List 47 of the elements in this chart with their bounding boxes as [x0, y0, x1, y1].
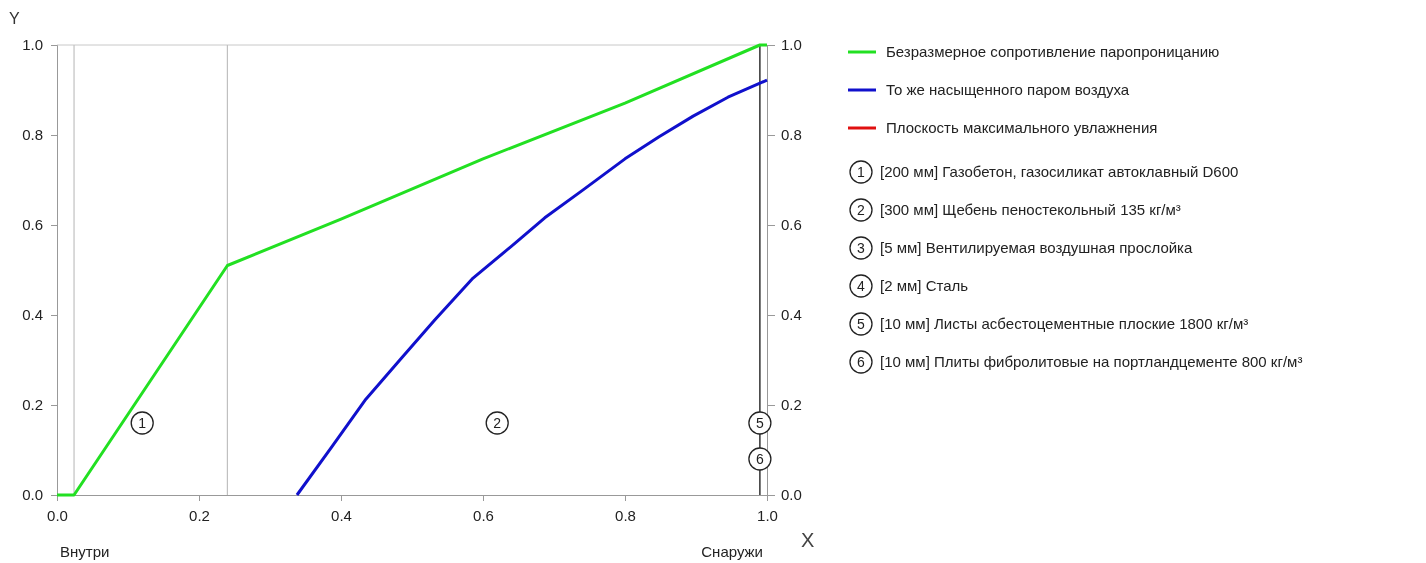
text: [5 мм] Вентилируемая воздушная прослойка: [880, 239, 1194, 256]
layer-number-marker: 4: [849, 274, 873, 298]
text: [2 мм] Сталь: [880, 277, 969, 294]
x-tick-label: 0.8: [615, 506, 636, 524]
text: [300 мм] Щебень пеностекольный 135 кг/м³: [880, 201, 1181, 218]
layer-number-marker: 1: [130, 411, 154, 435]
y2-tick-label: 0.0: [781, 486, 802, 504]
text: [200 мм] Газобетон, газосиликат автоклавный D600: [880, 163, 1239, 180]
x-tick-label: 0.6: [473, 506, 494, 524]
annotation: 6: [756, 451, 764, 467]
legend-label: То же насыщенного паром воздуха: [886, 81, 1130, 98]
layer-number-marker: 6: [849, 350, 873, 374]
text: Снаружи: [701, 543, 763, 560]
y-tick-label: 0.2: [22, 396, 43, 414]
text: [10 мм] Плиты фибролитовые на портландцементе 800 кг/м³: [880, 353, 1303, 370]
legend-label: Безразмерное сопротивление паропроницанию: [886, 43, 1220, 60]
text: Внутри: [60, 543, 110, 560]
y-axis-title: Y: [9, 10, 20, 27]
layer-number-marker: 6: [748, 447, 772, 471]
y2-tick-label: 1.0: [781, 36, 802, 54]
annotation: 1: [138, 415, 147, 431]
y2-tick-label: 0.4: [781, 306, 802, 324]
layer-number-marker: 5: [748, 411, 772, 435]
y-tick-label: 0.8: [22, 126, 43, 144]
y-tick-label: 1.0: [22, 36, 43, 54]
legend-label: Плоскость максимального увлажнения: [886, 119, 1158, 136]
text: [10 мм] Листы асбестоцементные плоские 1800 кг/м³: [880, 315, 1249, 332]
y2-tick-label: 0.2: [781, 396, 802, 414]
y-tick-label: 0.0: [22, 486, 43, 504]
layer-number-marker: 2: [485, 411, 509, 435]
annotation: 2: [493, 415, 502, 431]
x-tick-label: 0.2: [189, 506, 210, 524]
y2-tick-label: 0.8: [781, 126, 802, 144]
line-series: [55, 43, 769, 497]
layer-number-marker: 5: [849, 312, 873, 336]
y2-tick-label: 0.6: [781, 216, 802, 234]
layer-number-marker: 2: [849, 198, 873, 222]
x-tick-label: 0.4: [331, 506, 352, 524]
y-tick-label: 0.6: [22, 216, 43, 234]
x-tick-label: 0.0: [47, 506, 68, 524]
line-series: [295, 78, 769, 497]
y-tick-label: 0.4: [22, 306, 43, 324]
layer-number-marker: 3: [849, 236, 873, 260]
x-tick-label: 1.0: [757, 506, 778, 524]
x-axis-title: X: [801, 529, 815, 551]
annotation: 5: [756, 415, 764, 431]
layer-number-marker: 1: [849, 160, 873, 184]
